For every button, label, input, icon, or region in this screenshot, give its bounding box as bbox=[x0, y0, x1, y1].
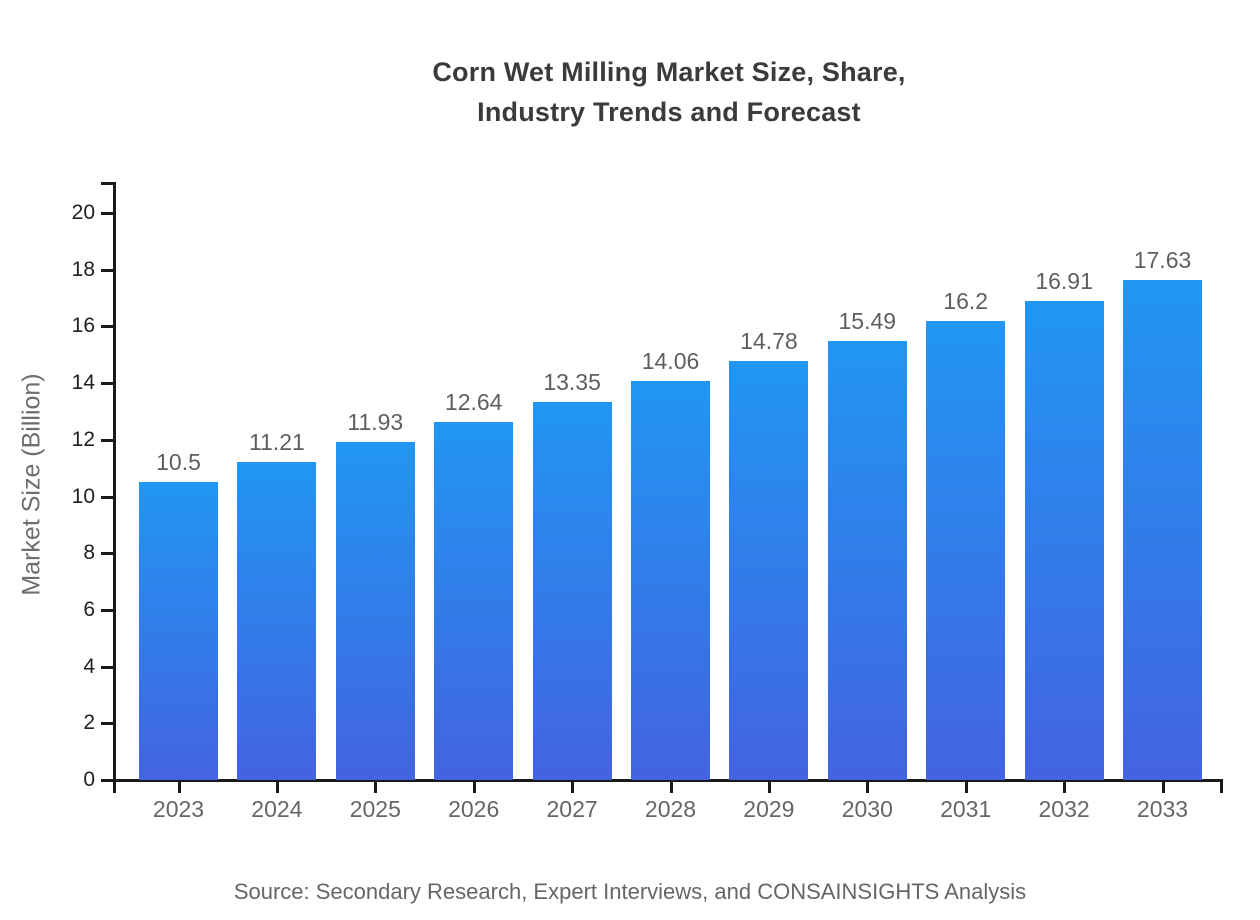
x-category-label: 2023 bbox=[152, 796, 205, 822]
bar-value-label: 17.63 bbox=[1133, 247, 1192, 274]
x-category-label: 2029 bbox=[743, 796, 795, 822]
y-tick-label: 10 bbox=[71, 484, 95, 508]
x-tick bbox=[374, 780, 378, 793]
x-tick bbox=[1063, 780, 1067, 793]
bar-value-label: 10.5 bbox=[156, 449, 201, 476]
x-tick bbox=[669, 780, 673, 793]
x-tick bbox=[964, 780, 968, 793]
y-tick-label: 0 bbox=[83, 768, 95, 791]
y-tick-label: 20 bbox=[71, 201, 95, 224]
x-category-label: 2027 bbox=[546, 796, 598, 822]
x-axis-line bbox=[113, 779, 1223, 782]
bar-2030 bbox=[827, 340, 907, 780]
bar-value-label: 14.06 bbox=[641, 348, 700, 375]
y-tick bbox=[101, 268, 116, 272]
bar-2033 bbox=[1123, 280, 1202, 780]
x-category-label: 2030 bbox=[841, 796, 893, 822]
y-tick bbox=[101, 722, 116, 726]
y-tick bbox=[101, 382, 116, 386]
y-tick bbox=[101, 495, 116, 499]
y-tick-label: 16 bbox=[71, 314, 95, 338]
bar-2025 bbox=[335, 441, 415, 780]
y-tick bbox=[101, 665, 116, 669]
x-tick bbox=[571, 780, 575, 793]
x-tick bbox=[1161, 780, 1165, 793]
x-tick bbox=[275, 780, 279, 793]
source-note: Source: Secondary Research, Expert Inter… bbox=[233, 879, 1027, 904]
x-category-label: 2028 bbox=[644, 796, 697, 822]
bar-value-label: 11.21 bbox=[248, 429, 305, 456]
x-tick bbox=[472, 780, 476, 793]
y-tick-label: 6 bbox=[83, 597, 95, 621]
y-tick bbox=[101, 325, 116, 329]
bar-2029 bbox=[729, 360, 809, 780]
bar-2031 bbox=[926, 320, 1006, 780]
y-axis-end-tick bbox=[101, 182, 116, 185]
x-category-label: 2026 bbox=[448, 796, 500, 822]
chart-title-line-2: Industry Trends and Forecast bbox=[477, 97, 861, 127]
y-tick-label: 12 bbox=[71, 427, 95, 451]
y-tick bbox=[101, 552, 116, 556]
y-tick bbox=[101, 438, 116, 442]
x-tick bbox=[866, 780, 870, 793]
bar-value-label: 15.49 bbox=[838, 307, 897, 334]
bar-value-label: 11.93 bbox=[347, 408, 404, 435]
bar-2027 bbox=[532, 401, 612, 780]
y-tick-label: 2 bbox=[83, 711, 95, 735]
x-category-label: 2024 bbox=[251, 796, 303, 822]
x-tick bbox=[767, 780, 771, 793]
bar-value-label: 13.35 bbox=[543, 368, 601, 395]
y-tick-label: 18 bbox=[71, 257, 95, 281]
chart-title: Corn Wet Milling Market Size, Share, Ind… bbox=[116, 52, 1222, 132]
bar-2024 bbox=[237, 462, 317, 780]
bar-value-label: 14.78 bbox=[740, 327, 798, 354]
bar-2023 bbox=[139, 482, 218, 780]
x-category-label: 2033 bbox=[1136, 796, 1189, 822]
y-axis-line bbox=[113, 182, 116, 793]
x-tick bbox=[177, 780, 181, 793]
x-category-label: 2025 bbox=[349, 796, 401, 822]
x-axis-end-tick bbox=[1220, 780, 1223, 793]
bar-value-label: 16.91 bbox=[1035, 267, 1093, 294]
bar-value-label: 12.64 bbox=[444, 388, 503, 415]
bar-2026 bbox=[434, 421, 514, 780]
y-tick bbox=[101, 779, 116, 782]
chart-title-line-1: Corn Wet Milling Market Size, Share, bbox=[432, 57, 906, 87]
x-category-label: 2031 bbox=[940, 796, 992, 822]
y-tick-label: 4 bbox=[83, 654, 95, 678]
y-tick bbox=[101, 212, 116, 215]
x-category-label: 2032 bbox=[1038, 796, 1090, 822]
y-tick bbox=[101, 608, 116, 612]
bar-2032 bbox=[1024, 300, 1104, 780]
bar-value-label: 16.2 bbox=[943, 287, 989, 314]
y-tick-label: 8 bbox=[83, 541, 95, 565]
bar-2028 bbox=[631, 381, 710, 780]
y-tick-label: 14 bbox=[71, 371, 95, 395]
